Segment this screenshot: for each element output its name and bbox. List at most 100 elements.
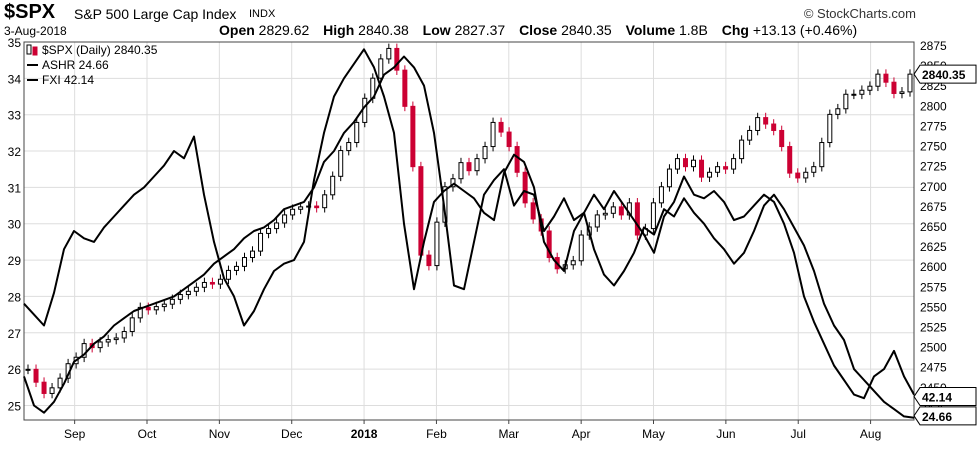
spx-candle-body xyxy=(674,158,680,170)
spx-candle-body xyxy=(346,142,352,152)
right-tick-label: 2775 xyxy=(920,119,947,133)
spx-candle-body xyxy=(258,232,264,252)
exchange-label: INDX xyxy=(249,8,276,20)
x-axis: Sep Oct Nov Dec 2018 Feb Mar Apr May Jun Jul Aug xyxy=(64,420,881,441)
right-tick-label: 2500 xyxy=(920,341,947,355)
spx-candle xyxy=(185,286,191,300)
spx-candle xyxy=(578,230,584,266)
spx-candle-body xyxy=(145,306,151,311)
spx-candle xyxy=(618,202,624,220)
grid xyxy=(24,41,914,420)
legend-item: $SPX (Daily) 2840.35 xyxy=(26,43,158,57)
spx-candle-body xyxy=(201,281,207,288)
spx-last-value-box xyxy=(913,64,977,84)
spx-candle-body xyxy=(682,158,688,168)
right-tick-label: 2525 xyxy=(920,321,947,335)
spx-candle xyxy=(490,117,496,152)
right-tick-label: 2725 xyxy=(920,160,947,174)
spx-candle-body xyxy=(899,91,905,94)
spx-candle-body xyxy=(338,150,344,177)
spx-candle xyxy=(129,313,135,337)
spx-candle-body xyxy=(386,47,392,60)
spx-candle xyxy=(450,173,456,192)
spx-candle xyxy=(209,277,215,289)
x-tick-label: Jul xyxy=(791,427,806,441)
spx-candle-body xyxy=(546,230,552,259)
spx-candle xyxy=(274,218,280,234)
spx-candle xyxy=(859,85,865,100)
spx-candle-body xyxy=(578,234,584,262)
right-tick-label: 2475 xyxy=(920,361,947,375)
x-tick-label: Feb xyxy=(426,427,447,441)
spx-candle-body xyxy=(570,260,576,266)
spx-candle xyxy=(739,135,745,164)
spx-candle-body xyxy=(827,113,833,144)
right-tick-label: 2675 xyxy=(920,200,947,214)
spx-candle-body xyxy=(81,343,87,358)
right-axis: 2425245024752500252525502575260026252650… xyxy=(920,39,947,415)
right-tick-label: 2550 xyxy=(920,300,947,314)
spx-candle-body xyxy=(434,221,440,267)
spx-candle-body xyxy=(330,175,336,196)
x-tick-label: Aug xyxy=(860,427,881,441)
spx-candle-body xyxy=(522,171,528,204)
spx-candle xyxy=(747,125,753,145)
spx-candle-body xyxy=(394,47,400,71)
spx-candle-body xyxy=(41,381,47,394)
spx-candle xyxy=(193,282,199,297)
x-tick-label: Oct xyxy=(138,427,157,441)
spx-candle xyxy=(41,377,47,399)
spx-candle-body xyxy=(97,341,103,349)
spx-candle-body xyxy=(787,146,793,174)
spx-candle-body xyxy=(233,265,239,271)
spx-candle xyxy=(875,69,881,92)
spx-candle xyxy=(522,167,528,208)
spx-candle xyxy=(787,141,793,178)
spx-candle xyxy=(867,81,873,96)
spx-candle xyxy=(610,202,616,219)
spx-candle-body xyxy=(137,306,143,319)
right-tick-label: 2875 xyxy=(920,39,947,53)
legend-label: $SPX (Daily) 2840.35 xyxy=(42,43,158,57)
spx-candle xyxy=(883,69,889,88)
spx-candle xyxy=(634,198,640,240)
spx-candle xyxy=(458,157,464,184)
left-tick-label: 28 xyxy=(8,290,22,304)
left-tick-label: 30 xyxy=(8,218,22,232)
spx-candle xyxy=(498,117,504,137)
spx-candle-body xyxy=(314,205,320,209)
close-value: 2840.35 xyxy=(561,22,612,38)
spx-candle-body xyxy=(378,58,384,79)
spx-candle xyxy=(113,333,119,345)
spx-candle xyxy=(546,226,552,263)
spx-candle-body xyxy=(851,93,857,96)
plot-frame xyxy=(23,41,915,421)
spx-candle-body xyxy=(322,194,328,209)
spx-candle xyxy=(474,153,480,176)
chg-value: +13.13 (+0.46%) xyxy=(752,22,858,38)
spx-candle-body xyxy=(121,331,127,339)
spx-candle-body xyxy=(715,166,721,173)
spx-candle-body xyxy=(193,286,199,292)
spx-candle-body xyxy=(883,73,889,83)
spx-candle xyxy=(755,112,761,136)
spx-candle-body xyxy=(177,294,183,300)
left-tick-label: 32 xyxy=(8,145,22,159)
spx-candle-body xyxy=(153,306,159,311)
brand-watermark[interactable]: © StockCharts.com xyxy=(803,6,916,21)
spx-candle-body xyxy=(290,208,296,216)
spx-candle-body xyxy=(498,121,504,133)
spx-candle-body xyxy=(859,89,865,95)
quote-date: 3-Aug-2018 xyxy=(4,24,67,38)
spx-candle-body xyxy=(811,166,817,173)
x-tick-label: Nov xyxy=(209,427,230,441)
legend-label: FXI 42.14 xyxy=(42,73,94,87)
spx-candle-body xyxy=(763,117,769,125)
spx-candle xyxy=(402,65,408,112)
low-value: 2827.37 xyxy=(454,22,506,38)
spx-candle-body xyxy=(474,158,480,172)
spx-candle-body xyxy=(602,212,608,216)
spx-candle xyxy=(666,164,672,192)
spx-candle xyxy=(241,252,247,272)
spx-candle-body xyxy=(891,81,897,94)
